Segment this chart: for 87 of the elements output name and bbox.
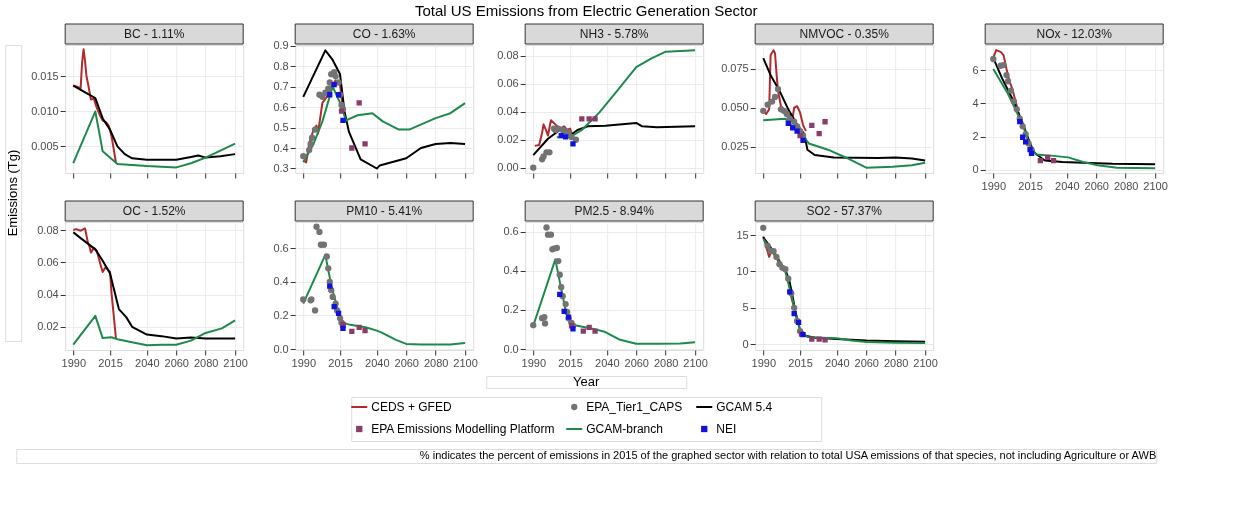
y-tick-label: 0.02 (37, 320, 59, 333)
x-tick-label: 2015 (558, 356, 583, 369)
y-tick-label: 0.7 (273, 80, 289, 93)
y-tick-label: 0.04 (37, 288, 59, 301)
legend-label: EPA_Tier1_CAPS (586, 400, 683, 414)
x-tick-label: 2015 (788, 356, 813, 369)
legend-label: GCAM-branch (586, 422, 663, 436)
y-tick-label: 0.4 (273, 275, 289, 288)
y-tick-label: 0.02 (497, 133, 519, 146)
x-tick-label: 2080 (653, 356, 679, 369)
x-tick-label: 1990 (521, 356, 547, 369)
x-tick-label: 2080 (883, 356, 909, 369)
text: Year (573, 374, 601, 389)
x-tick-label: 2040 (1055, 179, 1080, 192)
text: % indicates the percent of emissions in 2015 of the graphed sector with relation to total USA emissions of that species, not including Agriculture or AWB (419, 449, 1157, 461)
y-tick-label: 0.8 (273, 59, 289, 72)
y-tick-label: 0.2 (503, 303, 519, 316)
y-tick-label: 0.005 (31, 139, 59, 152)
x-tick-label: 2040 (825, 356, 850, 369)
y-tick-label: 6 (972, 63, 979, 76)
x-tick-label: 2060 (164, 356, 189, 369)
y-tick-label: 0.08 (497, 49, 519, 62)
y-tick-label: 0.050 (721, 101, 749, 114)
x-tick-label: 1990 (751, 356, 777, 369)
y-tick-label: 15 (736, 228, 749, 241)
x-tick-label: 2100 (683, 356, 708, 369)
x-tick-label: 2060 (1084, 179, 1109, 192)
chart-title: PM2.5 - 8.94% (574, 204, 655, 218)
legend-label: EPA Emissions Modelling Platform (371, 422, 555, 436)
x-tick-label: 2100 (453, 356, 478, 369)
x-tick-label: 1990 (981, 179, 1007, 192)
y-tick-label: 0.0 (273, 342, 289, 355)
y-tick-label: 0.010 (31, 104, 59, 117)
x-tick-label: 2080 (423, 356, 449, 369)
y-tick-label: 0.6 (503, 225, 519, 238)
y-tick-label: 0.015 (31, 69, 59, 82)
legend-label: CEDS + GFED (371, 400, 452, 414)
y-tick-label: 0.3 (273, 161, 289, 174)
y-tick-label: 0.08 (37, 223, 59, 236)
x-tick-label: 2040 (595, 356, 620, 369)
y-tick-label: 0.06 (37, 255, 59, 268)
legend-label: GCAM 5.4 (716, 400, 773, 414)
chart-title: SO2 - 57.37% (806, 204, 883, 218)
x-tick-label: 1990 (61, 356, 87, 369)
y-tick-label: 2 (972, 130, 979, 143)
chart-title: NOx - 12.03% (1036, 27, 1113, 41)
y-tick-label: 0 (742, 337, 749, 350)
y-tick-label: 0.0 (503, 342, 519, 355)
y-tick-label: 0.00 (497, 161, 519, 174)
y-tick-label: 0.6 (273, 100, 289, 113)
x-tick-label: 2080 (193, 356, 219, 369)
y-tick-label: 0 (972, 163, 979, 176)
y-tick-label: 10 (736, 264, 749, 277)
y-tick-label: 0.6 (273, 241, 289, 254)
x-tick-label: 2060 (624, 356, 649, 369)
y-tick-label: 0.04 (497, 105, 519, 118)
y-tick-label: 0.9 (273, 39, 289, 52)
x-tick-label: 2060 (854, 356, 879, 369)
x-tick-label: 2015 (328, 356, 353, 369)
y-tick-label: 0.5 (273, 121, 289, 134)
chart-title: NMVOC - 0.35% (799, 27, 890, 41)
legend-label: NEI (716, 422, 737, 436)
chart-title: PM10 - 5.41% (346, 204, 423, 218)
x-tick-label: 2015 (98, 356, 123, 369)
y-tick-label: 0.025 (721, 140, 749, 153)
chart-title: NH3 - 5.78% (579, 27, 649, 41)
x-tick-label: 2100 (913, 356, 938, 369)
text: Emissions (Tg) (5, 149, 21, 237)
chart-title: CO - 1.63% (352, 27, 416, 41)
y-tick-label: 0.2 (273, 308, 289, 321)
x-tick-label: 2015 (1018, 179, 1043, 192)
x-tick-label: 1990 (291, 356, 317, 369)
x-tick-label: 2100 (1143, 179, 1168, 192)
y-tick-label: 0.4 (273, 141, 289, 154)
chart-title: BC - 1.11% (123, 27, 185, 41)
text: Total US Emissions from Electric Generation Sector (414, 2, 758, 19)
x-tick-label: 2100 (223, 356, 248, 369)
x-tick-label: 2080 (1113, 179, 1139, 192)
x-tick-label: 2060 (394, 356, 419, 369)
x-tick-label: 2040 (365, 356, 390, 369)
chart-title: OC - 1.52% (122, 204, 186, 218)
y-tick-label: 0.4 (503, 264, 519, 277)
y-tick-label: 5 (742, 301, 749, 314)
x-tick-label: 2040 (135, 356, 160, 369)
y-tick-label: 0.075 (721, 62, 749, 75)
y-tick-label: 0.06 (497, 77, 519, 90)
y-tick-label: 4 (972, 96, 979, 109)
